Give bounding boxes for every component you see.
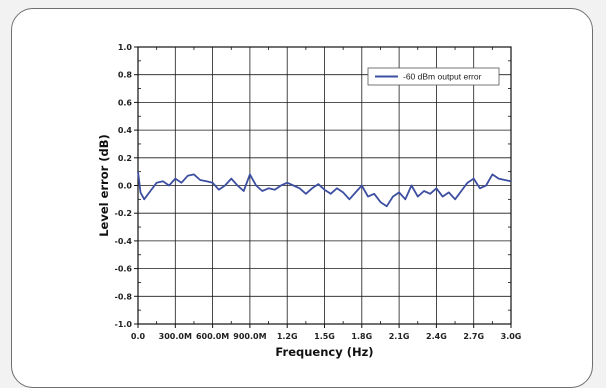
x-tick-label: 300.0M: [159, 332, 192, 341]
x-tick-label: 1.8G: [351, 332, 372, 341]
legend-box: [367, 67, 500, 86]
line-chart: 1.0 0.8 0.6 0.4 0.2 0.0 -0.2 -0.4 -0.6 -0.8 -1.0 0…: [97, 43, 521, 359]
grid: [137, 46, 512, 325]
y-tick-label: 0.2: [118, 154, 132, 163]
x-tick-label: 3.0G: [501, 332, 522, 341]
x-tick-label: 1.2G: [277, 332, 298, 341]
legend-label: -60 dBm output error: [403, 72, 482, 82]
y-tick-label: 0.4: [118, 126, 133, 135]
x-tick-label: 2.1G: [389, 332, 410, 341]
y-tick-label: -0.4: [115, 237, 133, 246]
x-tick-label: 600.0M: [196, 332, 229, 341]
y-tick-label: -1.0: [115, 320, 133, 329]
legend: -60 dBm output error: [367, 67, 500, 86]
y-tick-label: 0.6: [118, 98, 133, 107]
x-tick-label: 0.0: [131, 332, 146, 341]
y-tick-label: -0.6: [115, 265, 133, 274]
x-tick-label: 1.5G: [314, 332, 335, 341]
y-tick-label: 1.0: [118, 43, 133, 52]
y-axis-title: Level error (dB): [97, 134, 111, 237]
y-tick-label: 0.0: [118, 182, 133, 191]
series-line: [137, 171, 512, 208]
x-tick-labels: 0.0 300.0M 600.0M 900.0M 1.2G 1.5G 1.8G 2.1G 2.4…: [131, 332, 521, 341]
x-tick-label: 900.0M: [233, 332, 266, 341]
x-tick-label: 2.4G: [426, 332, 447, 341]
x-axis-title: Frequency (Hz): [275, 345, 373, 359]
y-tick-label: -0.8: [115, 292, 133, 301]
x-tick-label: 2.7G: [463, 332, 484, 341]
tick-marks: [134, 46, 512, 328]
y-tick-label: 0.8: [118, 71, 133, 80]
y-tick-labels: 1.0 0.8 0.6 0.4 0.2 0.0 -0.2 -0.4 -0.6 -0.8 -1.0: [115, 43, 133, 329]
y-tick-label: -0.2: [115, 209, 133, 218]
